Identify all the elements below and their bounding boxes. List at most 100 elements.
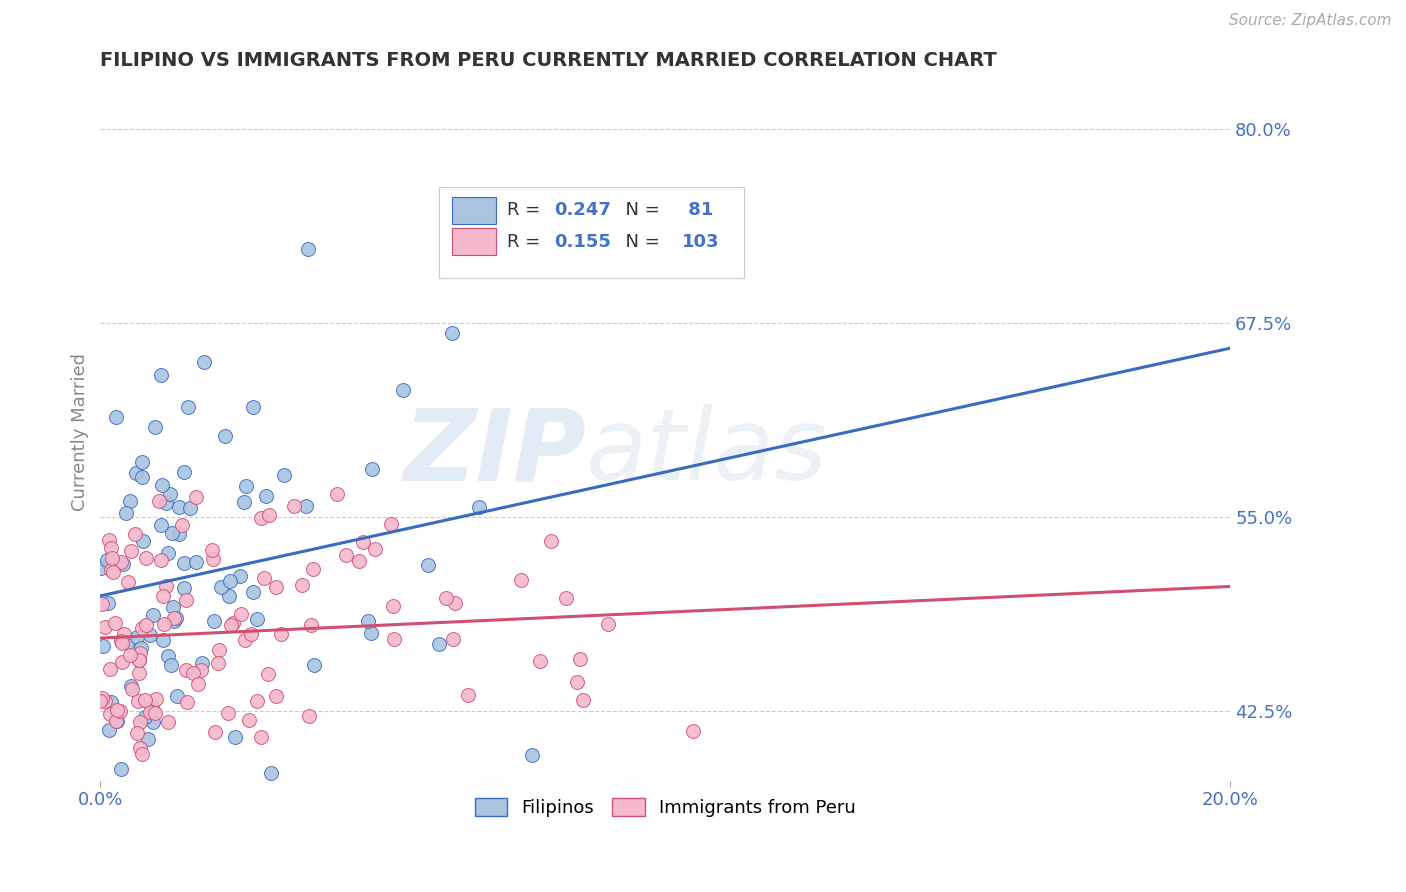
Point bbox=[173, 582, 195, 596]
Point bbox=[457, 688, 479, 702]
Point bbox=[529, 655, 551, 669]
Point bbox=[105, 805, 128, 819]
Point bbox=[221, 618, 243, 632]
Point bbox=[131, 455, 153, 469]
Point bbox=[352, 535, 374, 549]
Text: 0.247: 0.247 bbox=[554, 202, 612, 219]
Point bbox=[155, 496, 177, 510]
Point bbox=[257, 667, 280, 681]
Point bbox=[191, 656, 214, 670]
Point bbox=[201, 551, 224, 566]
Point bbox=[142, 715, 165, 730]
Point bbox=[143, 706, 166, 720]
Point bbox=[565, 675, 588, 690]
Point bbox=[131, 469, 153, 483]
Point bbox=[120, 648, 142, 663]
Point bbox=[112, 627, 135, 641]
Point bbox=[105, 409, 128, 424]
FancyBboxPatch shape bbox=[451, 228, 496, 255]
Text: R =: R = bbox=[508, 202, 546, 219]
Point bbox=[167, 526, 190, 541]
Point bbox=[111, 557, 134, 571]
Point bbox=[222, 615, 245, 630]
Point bbox=[266, 580, 288, 594]
Point bbox=[301, 562, 323, 576]
Point bbox=[120, 543, 142, 558]
Point bbox=[181, 665, 204, 680]
Point bbox=[138, 628, 160, 642]
Point bbox=[120, 679, 142, 693]
Point bbox=[246, 694, 269, 708]
Point bbox=[246, 612, 269, 626]
Point bbox=[207, 657, 229, 671]
Point bbox=[105, 714, 128, 729]
Point bbox=[229, 569, 252, 583]
Point bbox=[117, 574, 139, 589]
Point bbox=[264, 689, 287, 703]
Point bbox=[173, 465, 195, 479]
Point bbox=[418, 558, 440, 572]
Point bbox=[131, 747, 153, 761]
Point bbox=[125, 630, 148, 644]
Point bbox=[208, 642, 231, 657]
Point bbox=[572, 692, 595, 706]
Point bbox=[260, 766, 283, 780]
Point bbox=[184, 490, 207, 504]
Point bbox=[157, 546, 180, 560]
Point bbox=[94, 620, 117, 634]
Point bbox=[335, 548, 357, 562]
Point bbox=[125, 726, 148, 740]
Text: ZIP: ZIP bbox=[404, 404, 586, 501]
Point bbox=[131, 620, 153, 634]
Point bbox=[128, 666, 150, 681]
Point bbox=[148, 493, 170, 508]
Point bbox=[110, 762, 132, 776]
Point bbox=[150, 477, 173, 491]
Text: FILIPINO VS IMMIGRANTS FROM PERU CURRENTLY MARRIED CORRELATION CHART: FILIPINO VS IMMIGRANTS FROM PERU CURRENT… bbox=[100, 51, 997, 70]
Point bbox=[97, 557, 120, 571]
Point bbox=[598, 617, 620, 632]
Text: atlas: atlas bbox=[586, 404, 828, 501]
Point bbox=[108, 704, 131, 718]
Point bbox=[270, 627, 292, 641]
Point bbox=[217, 706, 239, 721]
Point bbox=[170, 517, 193, 532]
Point bbox=[295, 499, 318, 513]
Point bbox=[142, 607, 165, 622]
Point bbox=[298, 708, 321, 723]
Point bbox=[110, 633, 132, 648]
Legend: Filipinos, Immigrants from Peru: Filipinos, Immigrants from Peru bbox=[467, 790, 863, 824]
Point bbox=[382, 632, 405, 646]
Point bbox=[238, 713, 260, 727]
Point bbox=[302, 657, 325, 672]
Point bbox=[132, 534, 155, 549]
Text: R =: R = bbox=[508, 233, 546, 251]
Point bbox=[152, 632, 174, 647]
Point bbox=[250, 730, 273, 744]
Point bbox=[141, 699, 163, 714]
Point bbox=[361, 461, 384, 475]
Point bbox=[96, 553, 118, 567]
Point bbox=[381, 599, 404, 613]
Point bbox=[190, 663, 212, 677]
Point bbox=[155, 579, 177, 593]
Point bbox=[111, 655, 134, 669]
Point bbox=[117, 636, 139, 650]
Point bbox=[105, 703, 128, 717]
Point bbox=[235, 479, 257, 493]
Point bbox=[283, 499, 305, 513]
Point bbox=[163, 615, 186, 629]
Point bbox=[156, 714, 179, 729]
Point bbox=[257, 508, 280, 523]
Point bbox=[186, 555, 208, 569]
Point bbox=[174, 592, 197, 607]
Point bbox=[98, 723, 121, 737]
Point bbox=[179, 501, 201, 516]
FancyBboxPatch shape bbox=[451, 196, 496, 224]
Point bbox=[202, 614, 225, 628]
Point bbox=[242, 584, 264, 599]
Point bbox=[149, 553, 172, 567]
Point bbox=[209, 580, 232, 594]
Point bbox=[127, 694, 149, 708]
Point bbox=[434, 591, 457, 606]
